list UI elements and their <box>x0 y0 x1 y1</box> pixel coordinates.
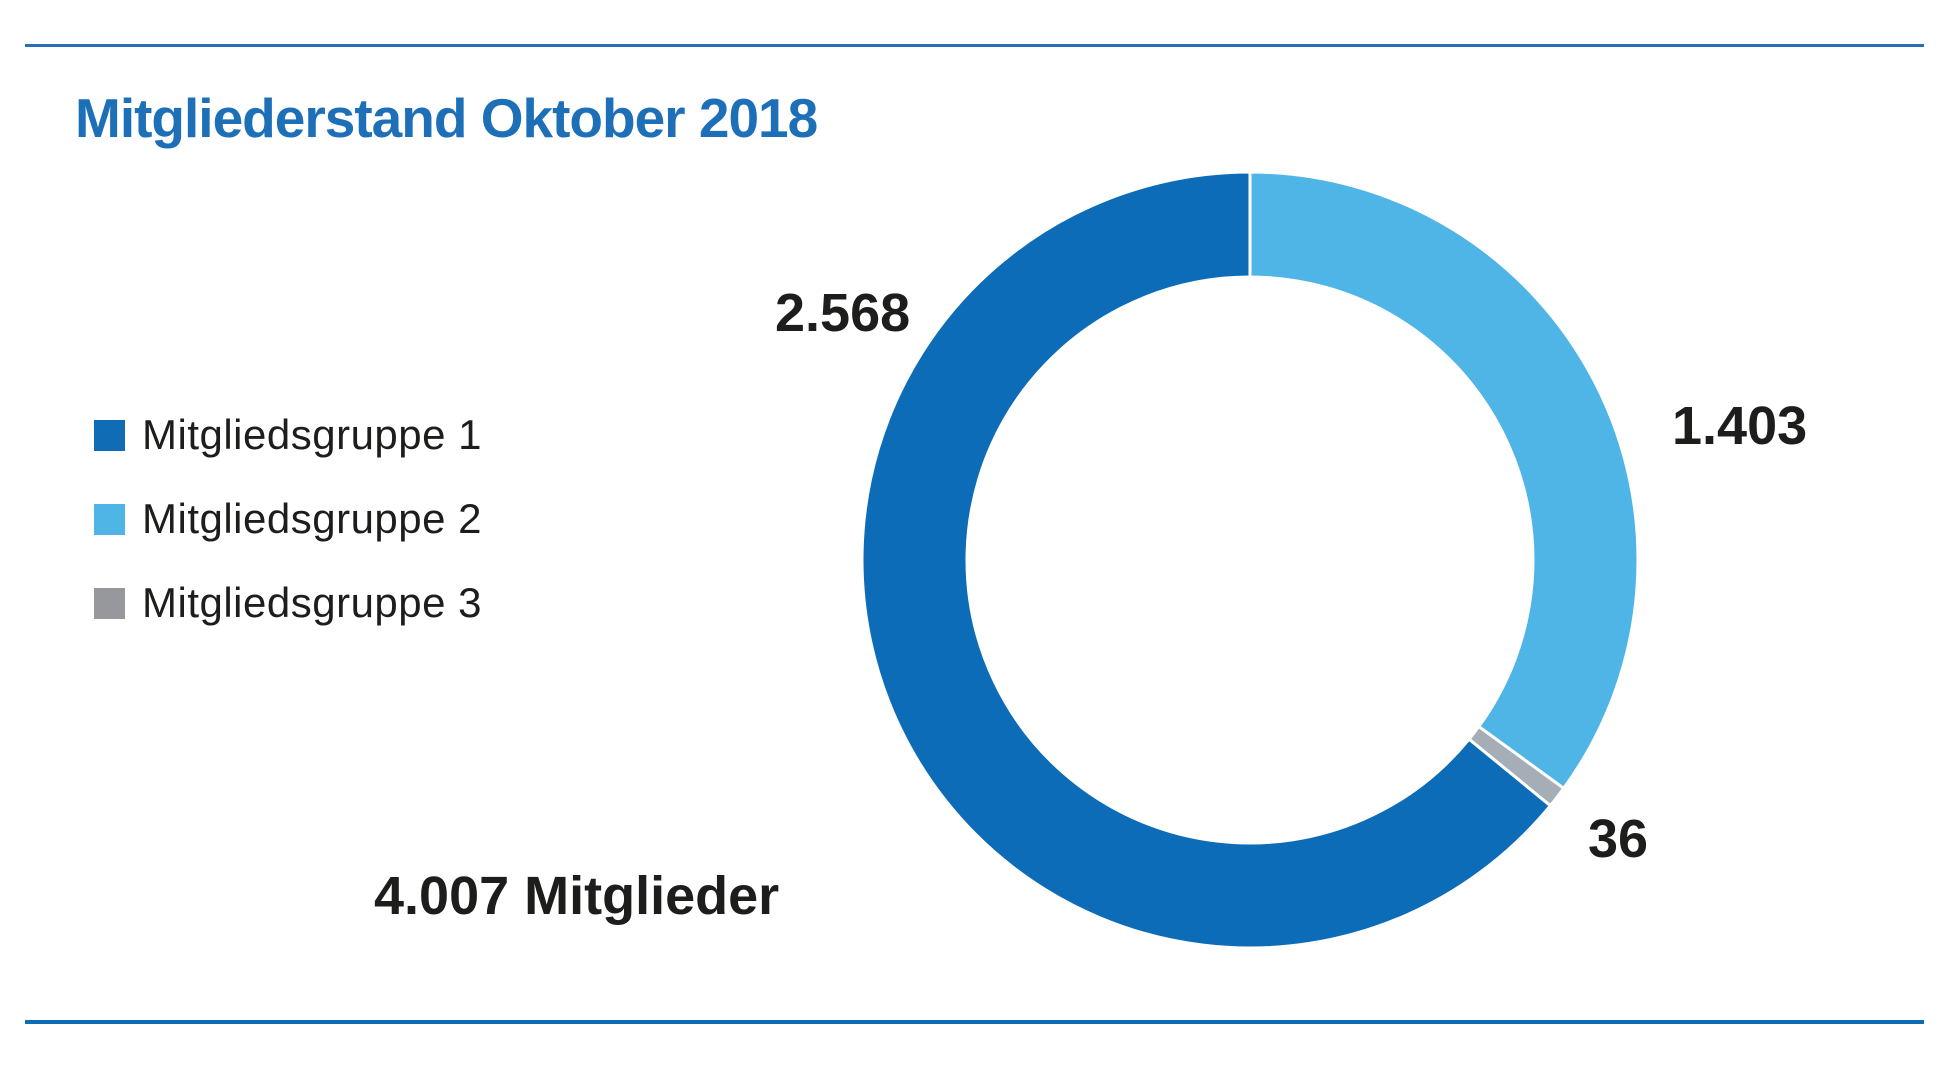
page-title: Mitgliederstand Oktober 2018 <box>75 87 818 149</box>
bottom-divider-line <box>25 1020 1924 1024</box>
slice-value-label-group3: 36 <box>1588 809 1649 869</box>
legend-swatch-group1 <box>94 419 125 451</box>
donut-chart <box>860 170 1640 950</box>
legend-swatch-group3 <box>94 587 125 619</box>
donut-slice-group1 <box>860 170 1553 950</box>
legend-label-group3: Mitgliedsgruppe 3 <box>142 579 483 626</box>
legend-label-group2: Mitgliedsgruppe 2 <box>142 495 483 542</box>
top-divider-line <box>25 44 1924 47</box>
legend-label-group1: Mitgliedsgruppe 1 <box>142 411 483 458</box>
legend-item-group1: Mitgliedsgruppe 1 <box>94 413 482 457</box>
donut-slice-group2 <box>1248 170 1640 791</box>
legend-item-group3: Mitgliedsgruppe 3 <box>94 581 482 625</box>
slice-value-label-group2: 1.403 <box>1672 396 1808 456</box>
legend-swatch-group2 <box>94 503 125 535</box>
total-members-label: 4.007 Mitglieder <box>374 866 780 926</box>
slice-value-label-group1: 2.568 <box>775 283 911 343</box>
legend-item-group2: Mitgliedsgruppe 2 <box>94 497 482 541</box>
chart-legend: Mitgliedsgruppe 1 Mitgliedsgruppe 2 Mitg… <box>94 413 482 625</box>
